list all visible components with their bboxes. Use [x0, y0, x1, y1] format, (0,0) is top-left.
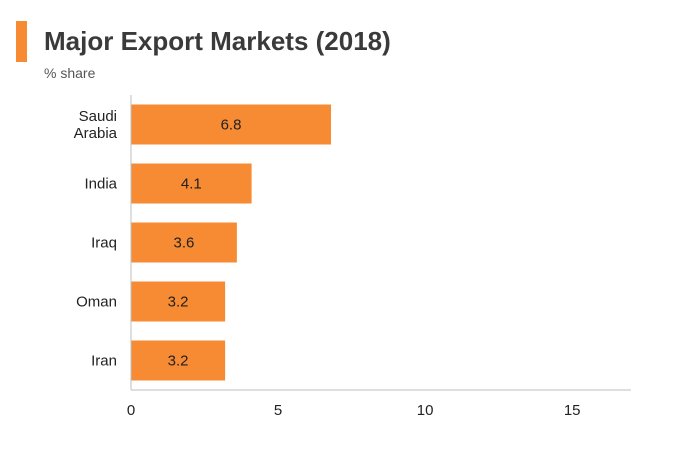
bar [131, 104, 331, 145]
bar-value-label: 4.1 [181, 176, 202, 193]
chart-title: Major Export Markets (2018) [44, 26, 391, 56]
title-accent-bar [16, 21, 27, 62]
category-label: Arabia [74, 125, 118, 142]
category-label: Iran [91, 353, 117, 370]
bar [131, 340, 226, 381]
category-label: Iraq [91, 235, 117, 252]
x-tick-label: 10 [417, 402, 434, 419]
x-tick-label: 0 [127, 402, 135, 419]
x-tick-label: 15 [564, 402, 581, 419]
bar-value-label: 3.2 [168, 353, 189, 370]
bar-value-label: 6.8 [221, 117, 242, 134]
bar [131, 222, 237, 263]
category-label: Saudi [79, 108, 117, 125]
category-label: Oman [76, 294, 117, 311]
category-label: India [84, 176, 117, 193]
chart-subtitle: % share [44, 65, 96, 81]
x-tick-label: 5 [274, 402, 282, 419]
bar-value-label: 3.6 [174, 235, 195, 252]
bar-value-label: 3.2 [168, 294, 189, 311]
bar [131, 163, 252, 204]
bar [131, 281, 226, 322]
